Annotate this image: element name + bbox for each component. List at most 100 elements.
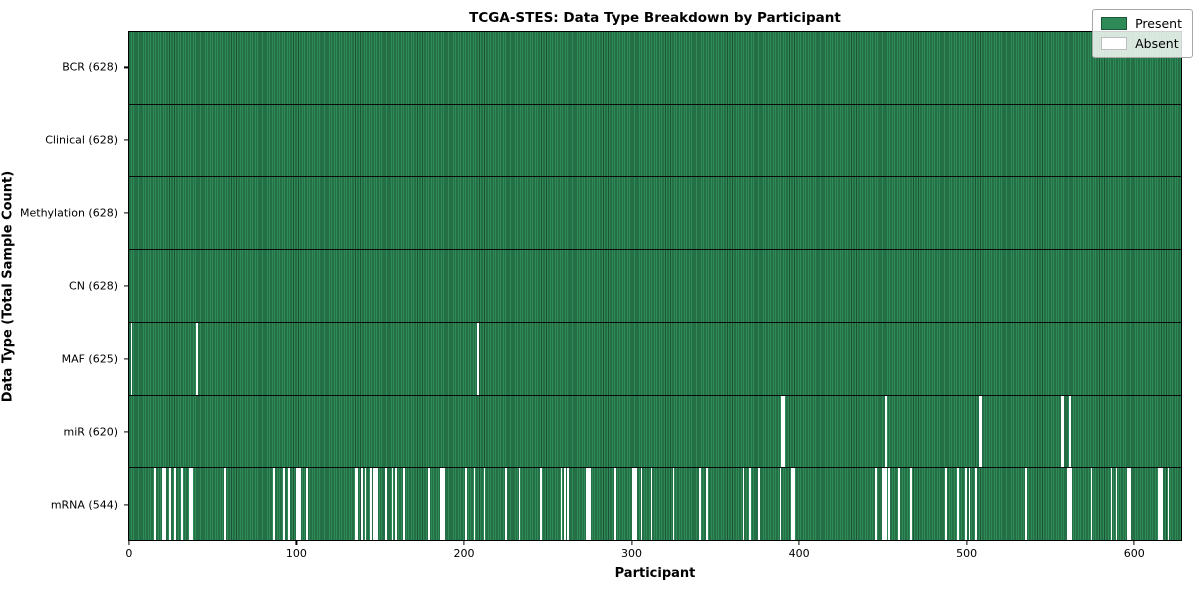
x-tick-label-300: 300 — [621, 547, 643, 560]
absent-stripe — [632, 468, 635, 541]
x-tick-label-0: 0 — [125, 547, 133, 560]
x-axis-label: Participant — [614, 566, 696, 581]
absent-stripe — [888, 468, 890, 541]
absent-stripe — [483, 468, 486, 541]
absent-stripe — [779, 468, 782, 541]
present-swatch — [1101, 17, 1128, 30]
absent-stripe — [540, 468, 543, 541]
absent-stripe — [898, 468, 901, 541]
absent-stripe — [1115, 468, 1118, 541]
absent-stripe — [364, 468, 367, 541]
absent-stripe — [749, 468, 752, 541]
y-tick-label-MAF: MAF (625) — [61, 352, 118, 366]
absent-stripe — [1110, 468, 1113, 541]
x-tick-label-500: 500 — [956, 547, 978, 560]
absent-stripe — [1060, 395, 1063, 468]
absent-stripe — [978, 395, 981, 468]
absent-stripe — [956, 468, 959, 541]
absent-stripe — [384, 468, 387, 541]
x-tick-mark — [463, 541, 465, 545]
absent-stripe — [361, 468, 364, 541]
y-tick-label-BCR: BCR (628) — [62, 60, 118, 74]
y-tick-label-Clinical: Clinical (628) — [45, 133, 118, 147]
heatmap-row-Clinical — [129, 105, 1181, 178]
y-tick-label-mRNA: mRNA (544) — [50, 498, 118, 512]
absent-stripe — [1062, 395, 1064, 468]
y-tick-mark — [124, 503, 128, 506]
absent-stripe — [614, 468, 616, 541]
absent-stripe — [473, 468, 476, 541]
absent-stripe — [296, 468, 298, 541]
absent-stripe — [757, 468, 760, 541]
heatmap-plot-area — [128, 31, 1182, 541]
legend-present-label: Present — [1135, 16, 1182, 31]
absent-stripe — [443, 468, 446, 541]
absent-stripe — [1129, 468, 1131, 541]
absent-stripe — [1067, 468, 1069, 541]
absent-stripe — [640, 468, 643, 541]
absent-stripe — [169, 468, 171, 541]
absent-stripe — [505, 468, 507, 541]
y-tick-mark — [124, 285, 128, 287]
x-tick-mark — [966, 541, 968, 545]
absent-stripe — [1160, 468, 1163, 541]
x-tick-mark — [295, 541, 297, 545]
y-tick-label-Methylation: Methylation (628) — [20, 206, 118, 220]
absent-stripe — [189, 468, 191, 541]
absent-stripe — [174, 468, 176, 541]
y-tick-mark — [124, 212, 128, 214]
y-tick-mark — [124, 358, 128, 360]
absent-stripe — [306, 468, 308, 541]
absent-stripe — [190, 468, 193, 541]
absent-stripe — [980, 395, 982, 468]
y-tick-mark — [124, 66, 128, 69]
y-tick-mark — [124, 139, 128, 141]
absent-stripe — [968, 468, 971, 541]
x-tick-mark — [128, 541, 130, 545]
y-tick-label-miR: miR (620) — [63, 425, 119, 439]
absent-stripe — [287, 468, 290, 541]
absent-swatch — [1101, 37, 1128, 50]
absent-stripe — [428, 468, 431, 541]
absent-stripe — [792, 468, 795, 541]
absent-stripe — [394, 468, 397, 541]
heatmap-row-mRNA — [129, 468, 1181, 541]
absent-stripe — [1090, 468, 1093, 541]
absent-stripe — [1167, 468, 1170, 541]
x-axis: 0 100 200 300 400 500 600 — [125, 541, 1182, 567]
x-tick-label-400: 400 — [788, 547, 810, 560]
absent-stripe — [1157, 468, 1160, 541]
absent-stripe — [699, 468, 701, 541]
absent-stripe — [781, 395, 783, 468]
absent-stripe — [518, 468, 521, 541]
absent-stripe — [742, 468, 745, 541]
absent-stripe — [1068, 395, 1071, 468]
absent-stripe — [650, 468, 653, 541]
absent-stripe — [706, 468, 708, 541]
absent-stripe — [782, 395, 785, 468]
absent-stripe — [162, 468, 165, 541]
heatmap-row-CN — [129, 250, 1181, 323]
absent-stripe — [440, 468, 442, 541]
chart-title: TCGA-STES: Data Type Breakdown by Partic… — [469, 10, 841, 26]
heatmap-row-BCR — [129, 32, 1181, 105]
legend-entry-absent: Absent — [1101, 36, 1182, 51]
absent-stripe — [910, 468, 912, 541]
heatmap-row-MAF — [129, 322, 1181, 396]
absent-stripe — [272, 468, 275, 541]
absent-stripe — [373, 468, 375, 541]
absent-stripe — [374, 468, 377, 541]
y-axis: BCR (628) Clinical (628) Methylation (628)… — [0, 31, 128, 541]
absent-stripe — [465, 468, 467, 541]
absent-stripe — [476, 322, 479, 395]
absent-stripe — [299, 468, 302, 541]
absent-stripe — [376, 468, 379, 541]
absent-stripe — [180, 468, 183, 541]
absent-stripe — [356, 468, 359, 541]
x-tick-mark — [630, 541, 633, 545]
absent-stripe — [560, 468, 563, 541]
heatmap-row-Methylation — [129, 177, 1181, 251]
absent-stripe — [874, 468, 877, 541]
absent-stripe — [224, 468, 226, 541]
absent-stripe — [1070, 468, 1073, 541]
